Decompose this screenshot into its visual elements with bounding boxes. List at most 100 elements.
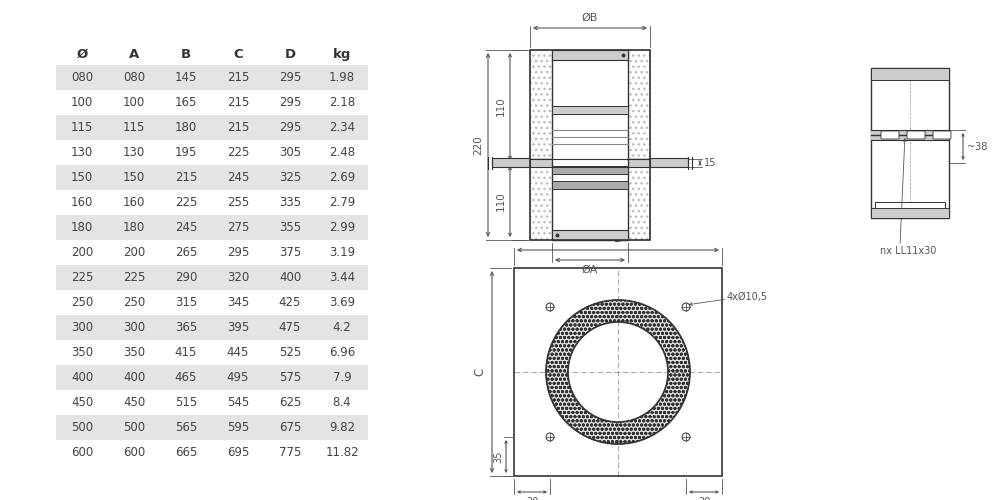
Text: C: C <box>473 368 486 376</box>
Text: 100: 100 <box>71 96 93 109</box>
Text: 475: 475 <box>279 321 301 334</box>
Text: 165: 165 <box>175 96 197 109</box>
Text: 6.96: 6.96 <box>329 346 355 359</box>
Bar <box>56 115 368 140</box>
Text: 295: 295 <box>279 96 301 109</box>
Text: 215: 215 <box>227 96 249 109</box>
Circle shape <box>682 433 690 441</box>
Text: 375: 375 <box>279 246 301 259</box>
Bar <box>552 50 628 240</box>
Text: 575: 575 <box>279 371 301 384</box>
Bar <box>56 65 368 90</box>
Text: 130: 130 <box>71 146 93 159</box>
Circle shape <box>546 433 554 441</box>
Text: 215: 215 <box>227 121 249 134</box>
Text: 11.82: 11.82 <box>325 446 359 459</box>
Text: 445: 445 <box>227 346 249 359</box>
Text: 9.82: 9.82 <box>329 421 355 434</box>
Text: 255: 255 <box>227 196 249 209</box>
Text: 565: 565 <box>175 421 197 434</box>
Text: 4xØ10,5: 4xØ10,5 <box>727 292 768 302</box>
Text: 160: 160 <box>71 196 93 209</box>
Text: 20: 20 <box>526 497 538 500</box>
Text: 35: 35 <box>493 450 503 462</box>
Bar <box>514 268 722 476</box>
Text: 345: 345 <box>227 296 249 309</box>
Bar <box>530 50 552 240</box>
Bar <box>56 365 368 390</box>
Circle shape <box>546 300 690 444</box>
Text: 080: 080 <box>123 71 145 84</box>
Text: 350: 350 <box>123 346 145 359</box>
Text: 450: 450 <box>71 396 93 409</box>
Text: 1.98: 1.98 <box>329 71 355 84</box>
Text: 675: 675 <box>279 421 301 434</box>
Bar <box>650 158 688 167</box>
Text: 250: 250 <box>71 296 93 309</box>
Text: 295: 295 <box>279 71 301 84</box>
Bar <box>628 50 650 240</box>
Text: 295: 295 <box>227 246 249 259</box>
Text: 195: 195 <box>175 146 197 159</box>
Text: 110: 110 <box>496 192 506 212</box>
Text: 325: 325 <box>279 171 301 184</box>
Text: 400: 400 <box>71 371 93 384</box>
Text: 150: 150 <box>123 171 145 184</box>
Text: 400: 400 <box>279 271 301 284</box>
Text: 2.34: 2.34 <box>329 121 355 134</box>
Bar <box>871 68 949 218</box>
Text: 305: 305 <box>279 146 301 159</box>
Text: kg: kg <box>333 48 351 61</box>
Text: 8.4: 8.4 <box>333 396 351 409</box>
Text: 200: 200 <box>71 246 93 259</box>
Text: 400: 400 <box>123 371 145 384</box>
Text: 300: 300 <box>123 321 145 334</box>
Circle shape <box>682 303 690 311</box>
Text: 2.48: 2.48 <box>329 146 355 159</box>
Text: 600: 600 <box>123 446 145 459</box>
Text: 100: 100 <box>123 96 145 109</box>
Bar <box>56 165 368 190</box>
Text: 215: 215 <box>227 71 249 84</box>
Text: 425: 425 <box>279 296 301 309</box>
Text: nx LL11x30: nx LL11x30 <box>880 246 936 256</box>
Text: C: C <box>233 48 243 61</box>
Text: 200: 200 <box>123 246 145 259</box>
Bar <box>552 181 628 189</box>
Bar <box>552 230 628 240</box>
Text: A: A <box>129 48 139 61</box>
Text: 250: 250 <box>123 296 145 309</box>
Text: 365: 365 <box>175 321 197 334</box>
Bar <box>530 50 650 240</box>
Bar <box>552 106 628 114</box>
FancyBboxPatch shape <box>933 131 951 139</box>
Text: 600: 600 <box>71 446 93 459</box>
Bar <box>875 202 945 218</box>
Text: 335: 335 <box>279 196 301 209</box>
Text: 500: 500 <box>123 421 145 434</box>
Text: 595: 595 <box>227 421 249 434</box>
Text: 080: 080 <box>71 71 93 84</box>
Text: 3.19: 3.19 <box>329 246 355 259</box>
Text: 265: 265 <box>175 246 197 259</box>
Text: 545: 545 <box>227 396 249 409</box>
Text: 160: 160 <box>123 196 145 209</box>
Bar <box>871 130 949 140</box>
Text: 2.99: 2.99 <box>329 221 355 234</box>
Text: 130: 130 <box>123 146 145 159</box>
Text: 295: 295 <box>279 121 301 134</box>
Bar <box>56 315 368 340</box>
Text: 110: 110 <box>496 96 506 116</box>
Text: 245: 245 <box>227 171 249 184</box>
Text: 395: 395 <box>227 321 249 334</box>
Text: D: D <box>613 232 623 245</box>
Text: 500: 500 <box>71 421 93 434</box>
Text: 2.69: 2.69 <box>329 171 355 184</box>
Text: 225: 225 <box>123 271 145 284</box>
Text: 20: 20 <box>698 497 710 500</box>
Text: 225: 225 <box>71 271 93 284</box>
Text: 215: 215 <box>175 171 197 184</box>
Bar <box>552 166 628 174</box>
FancyBboxPatch shape <box>907 131 925 139</box>
Text: 7.9: 7.9 <box>333 371 351 384</box>
